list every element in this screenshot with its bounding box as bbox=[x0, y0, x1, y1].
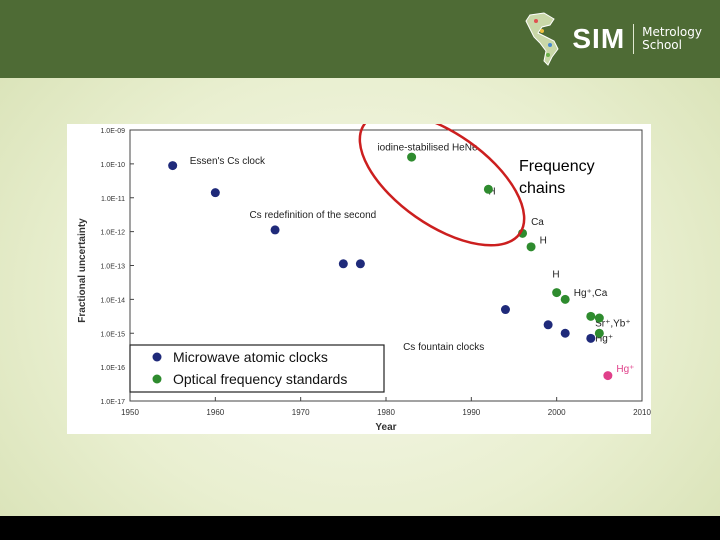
x-tick-label: 2000 bbox=[548, 408, 566, 417]
x-tick-label: 1970 bbox=[292, 408, 310, 417]
brand-sub-line1: Metrology bbox=[642, 25, 702, 39]
y-tick-label: 1.0E-10 bbox=[100, 162, 125, 169]
optical-standard-point bbox=[594, 313, 604, 323]
annotation-label: iodine-stabilised HeNe bbox=[377, 142, 477, 153]
x-tick-label: 1960 bbox=[206, 408, 224, 417]
x-tick-label: 1990 bbox=[462, 408, 480, 417]
annotation-label: Hg⁺ bbox=[616, 364, 634, 375]
brand-sub-line2: School bbox=[642, 38, 682, 52]
y-tick-label: 1.0E-12 bbox=[100, 230, 125, 237]
brand-name: SIM bbox=[572, 23, 626, 54]
frequency-chains-ellipse bbox=[358, 111, 526, 247]
legend-label-optical: Optical frequency standards bbox=[173, 371, 347, 387]
microwave-clock-point bbox=[168, 161, 178, 171]
microwave-clock-point bbox=[586, 333, 596, 343]
x-axis-label: Year bbox=[375, 422, 396, 433]
y-tick-label: 1.0E-14 bbox=[100, 297, 125, 304]
americas-map-icon bbox=[525, 12, 559, 66]
y-tick-label: 1.0E-15 bbox=[100, 331, 125, 338]
x-axis-ticks: 1950 1960 1970 1980 1990 2000 2010 bbox=[121, 397, 651, 417]
y-axis-label: Fractional uncertainty bbox=[77, 218, 88, 323]
annotation-label: Essen's Cs clock bbox=[190, 156, 266, 167]
annotations: Essen's Cs clock Cs redefinition of the s… bbox=[190, 142, 635, 375]
microwave-clock-point bbox=[210, 188, 220, 198]
annotation-label: Hg⁺,Ca bbox=[574, 288, 608, 299]
microwave-clock-point bbox=[500, 305, 510, 315]
y-tick-label: 1.0E-09 bbox=[100, 128, 125, 135]
microwave-clock-point bbox=[338, 259, 348, 269]
optical-standard-point bbox=[594, 328, 604, 338]
optical-standard-point bbox=[526, 242, 536, 252]
annotation-label: Ca bbox=[531, 217, 544, 228]
annotation-label: Cs redefinition of the second bbox=[249, 210, 376, 221]
microwave-clock-point bbox=[560, 328, 570, 338]
footer-bar bbox=[0, 516, 720, 540]
legend-marker-microwave bbox=[152, 352, 162, 362]
microwave-clock-point bbox=[543, 320, 553, 330]
header-bar: SIM Metrology School bbox=[0, 0, 720, 78]
callout-line1: Frequency bbox=[519, 158, 595, 175]
y-tick-label: 1.0E-11 bbox=[101, 196, 125, 203]
annotation-label: Hg⁺ bbox=[595, 334, 613, 345]
annotation-label: Cs fountain clocks bbox=[403, 342, 484, 353]
logo-divider bbox=[633, 24, 635, 54]
x-tick-label: 2010 bbox=[633, 408, 651, 417]
microwave-clock-point bbox=[355, 259, 365, 269]
y-axis-ticks: 1.0E-09 1.0E-10 1.0E-11 1.0E-12 1.0E-13 1.0E-… bbox=[100, 128, 134, 406]
sim-logo: SIM Metrology School bbox=[524, 8, 702, 70]
microwave-clock-point bbox=[270, 225, 280, 235]
annotation-label: H bbox=[540, 235, 547, 246]
y-tick-label: 1.0E-13 bbox=[100, 264, 125, 271]
x-tick-label: 1950 bbox=[121, 408, 139, 417]
optical-standard-point bbox=[552, 288, 562, 298]
optical-standard-point bbox=[407, 152, 417, 162]
legend-box bbox=[129, 344, 385, 393]
legend-label-microwave: Microwave atomic clocks bbox=[173, 349, 328, 365]
hg-ion-point bbox=[603, 371, 613, 381]
legend-marker-optical bbox=[152, 374, 162, 384]
y-tick-label: 1.0E-17 bbox=[100, 399, 125, 406]
optical-standard-point bbox=[483, 184, 493, 194]
chart-panel: 1.0E-09 1.0E-10 1.0E-11 1.0E-12 1.0E-13 1.0E-… bbox=[67, 111, 651, 434]
callout-line2: chains bbox=[519, 180, 565, 197]
y-tick-label: 1.0E-16 bbox=[100, 365, 125, 372]
brand-subtitle: Metrology School bbox=[642, 26, 702, 52]
x-tick-label: 1980 bbox=[377, 408, 395, 417]
scatter-chart: 1.0E-09 1.0E-10 1.0E-11 1.0E-12 1.0E-13 1.0E-… bbox=[77, 111, 651, 433]
optical-standard-point bbox=[560, 294, 570, 304]
optical-standard-point bbox=[586, 311, 596, 321]
data-points bbox=[168, 152, 613, 381]
annotation-label: H bbox=[552, 269, 559, 280]
legend: Microwave atomic clocks Optical frequenc… bbox=[129, 344, 385, 393]
annotation-label: Sr⁺,Yb⁺ bbox=[595, 318, 631, 329]
